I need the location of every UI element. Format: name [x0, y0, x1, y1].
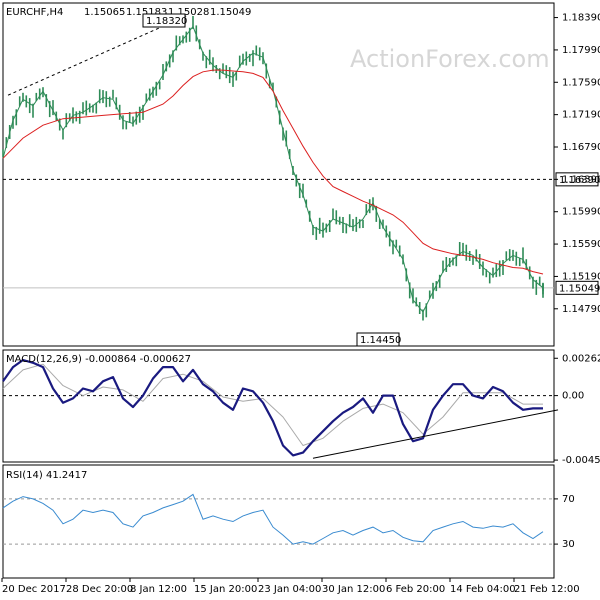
moving-average-path: [2, 69, 544, 275]
price-pane: ActionForex.com 1.16390 1.15049 EURCHF,H4…: [2, 2, 600, 347]
macd-support-trendline: [312, 409, 559, 459]
macd-pane: MACD(12,26,9) -0.000864 -0.000627 0.0026…: [2, 349, 600, 466]
price-path: [2, 25, 544, 313]
rsi-y-axis: 70 30: [554, 494, 575, 550]
x-tick-label: 21 Feb 12:00: [514, 584, 580, 595]
rsi-y-tick-label: 30: [562, 539, 575, 550]
macd-y-axis: 0.00262 0.00 -0.004526: [554, 353, 600, 466]
x-tick-label: 23 Jan 04:00: [258, 584, 321, 595]
x-axis: 20 Dec 2017 28 Dec 20:008 Jan 12:00 15 Jan…: [1, 578, 580, 595]
rsi-title: RSI(14) 41.2417: [6, 470, 87, 481]
x-tick-label: 15 Jan 20:00: [194, 584, 257, 595]
macd-y-tick-label: 0.00: [562, 391, 584, 402]
low-annotation-label: 1.14450: [360, 335, 401, 346]
price-y-tick-label: 1.15990: [562, 207, 600, 218]
price-y-tick-label: 1.17190: [562, 110, 600, 121]
x-tick-label: 8 Jan 12:00: [130, 584, 187, 595]
ohlc-low: 1.15028: [168, 7, 209, 18]
macd-title: MACD(12,26,9) -0.000864 -0.000627: [6, 354, 191, 365]
low-annotation: 1.14450: [356, 332, 401, 347]
x-tick-label: 6 Feb 20:00: [386, 584, 445, 595]
rsi-path: [2, 493, 544, 545]
ohlc-high: 1.15183: [126, 7, 167, 18]
x-tick-label: 20 Dec 2017: [2, 584, 66, 595]
macd-path: [2, 358, 543, 457]
price-y-tick-label: 1.14790: [562, 304, 600, 315]
macd-y-tick-label: 0.00262: [562, 353, 600, 364]
price-y-tick-label: 1.15590: [562, 239, 600, 250]
macd-trendline-path: [312, 409, 559, 459]
x-tick-label: 30 Jan 12:00: [322, 584, 385, 595]
price-y-tick-label: 1.18390: [562, 13, 600, 24]
macd-line: [2, 358, 543, 457]
price-series: [2, 16, 544, 321]
high-annotation-label: 1.18320: [146, 16, 187, 27]
price-level-tag-label: 1.15049: [559, 283, 600, 294]
price-y-axis: 1.18390 1.17990 1.17590 1.17190 1.16790 1.163…: [554, 13, 600, 315]
ohlc-open: 1.15065: [84, 7, 125, 18]
high-annotation: 1.18320: [142, 13, 187, 28]
price-title: EURCHF,H4: [6, 7, 63, 18]
price-y-tick-label: 1.15190: [562, 271, 600, 282]
resistance-trendline-path: [7, 14, 189, 96]
x-tick-label: 28 Dec 20:00: [66, 584, 133, 595]
price-level-tag: [555, 280, 599, 295]
price-y-tick-label: 1.17990: [562, 45, 600, 56]
price-title-group: EURCHF,H4 1.15065 1.15183 1.15028 1.1504…: [6, 7, 251, 18]
watermark: ActionForex.com: [350, 45, 550, 73]
x-tick-label: 14 Feb 04:00: [450, 584, 516, 595]
resistance-trendline: [7, 14, 189, 96]
ohlc-close: 1.15049: [210, 7, 251, 18]
rsi-y-tick-label: 70: [562, 494, 575, 505]
horizontal-levels: 1.16390 1.15049: [3, 172, 600, 295]
macd-y-tick-label: -0.004526: [562, 455, 600, 466]
price-level-tag-label: 1.16390: [559, 175, 600, 186]
moving-average-line: [2, 69, 544, 275]
rsi-levels: [3, 498, 554, 545]
price-y-tick-label: 1.17590: [562, 77, 600, 88]
rsi-line: [2, 493, 544, 545]
price-y-tick-label: 1.16390: [562, 174, 600, 185]
price-y-tick-label: 1.16790: [562, 142, 600, 153]
rsi-pane: RSI(14) 41.2417 70 30: [2, 464, 575, 579]
